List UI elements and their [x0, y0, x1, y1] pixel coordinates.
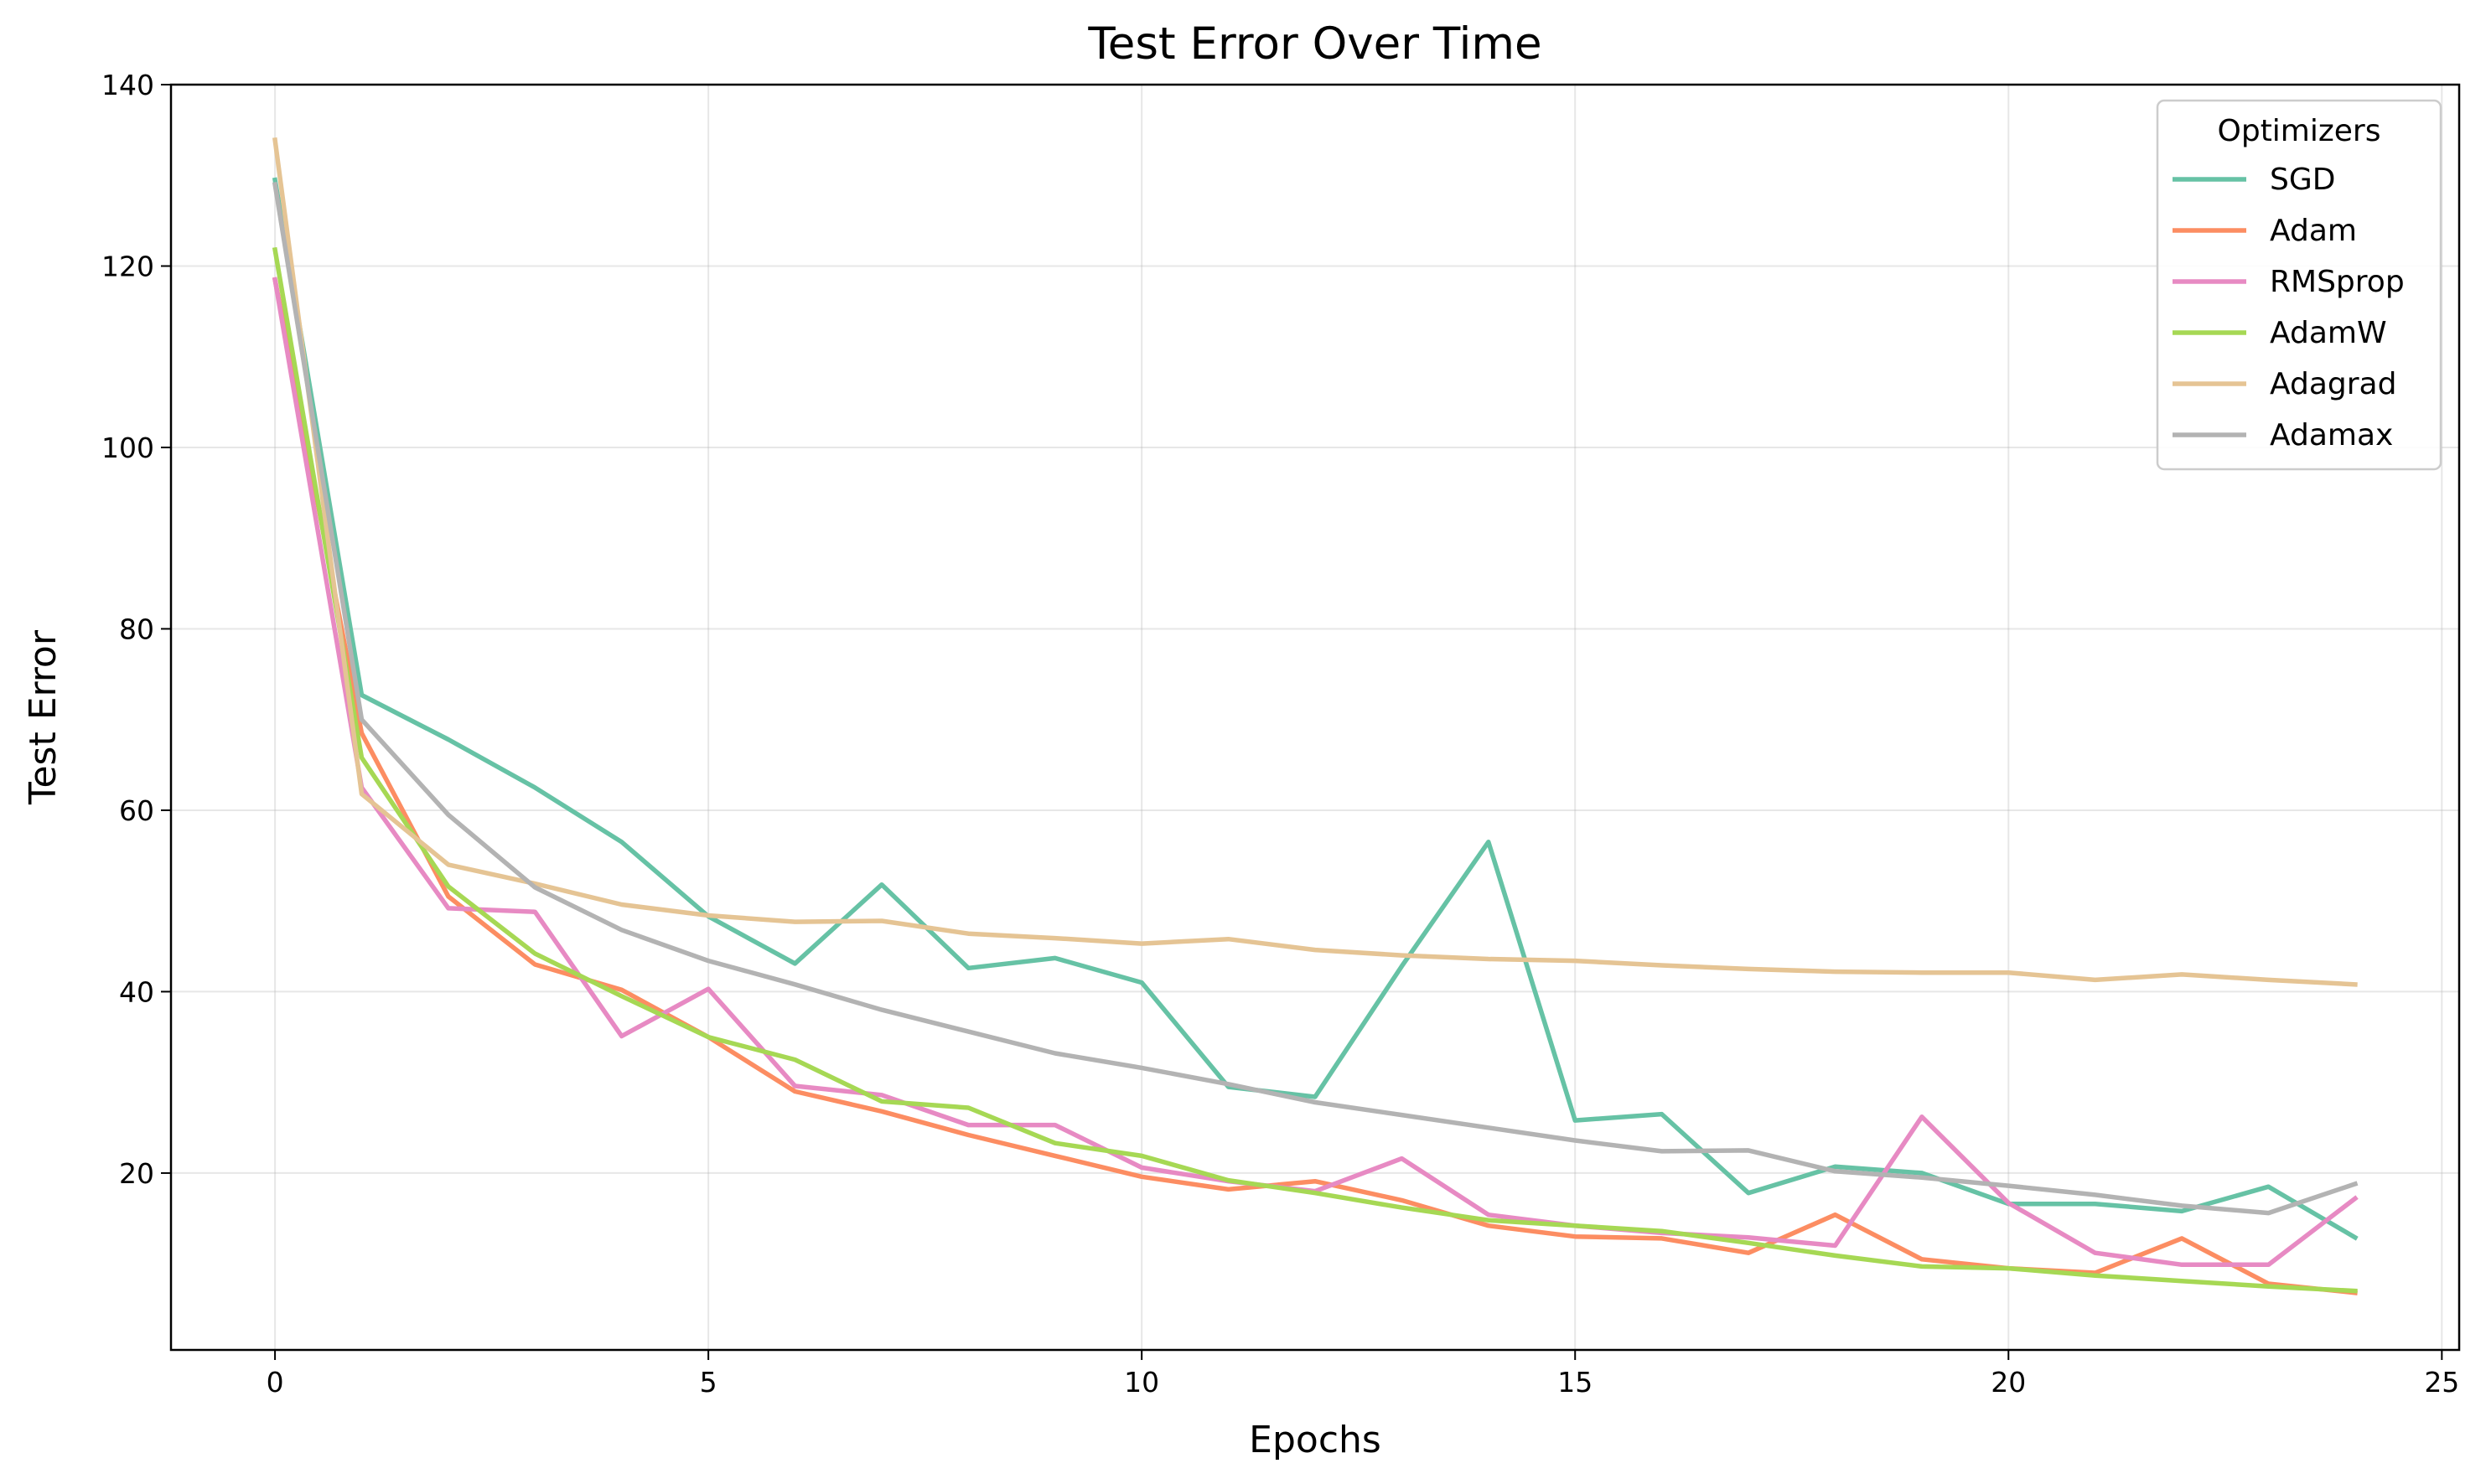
x-tick-label: 20 — [1991, 1366, 2026, 1399]
legend-item-adagrad: Adagrad — [2173, 367, 2396, 401]
y-tick-label: 40 — [119, 975, 154, 1008]
x-tick-label: 10 — [1124, 1366, 1159, 1399]
legend-item-adam: Adam — [2173, 214, 2357, 248]
plot-area-frame — [169, 83, 2461, 1352]
y-tick-label: 60 — [119, 794, 154, 827]
legend-label: RMSprop — [2270, 265, 2405, 299]
legend-label: Adamax — [2270, 418, 2393, 452]
legend-item-rmsprop: RMSprop — [2173, 265, 2405, 299]
legend-item-adamax: Adamax — [2173, 418, 2393, 452]
y-axis-label: Test Error — [22, 629, 65, 805]
x-tick-label: 5 — [700, 1366, 717, 1399]
series-line-adagrad — [272, 137, 2358, 987]
series-line-adamw — [272, 246, 2358, 1294]
y-axis-ticks: 20 40 60 80 100 120 140 — [101, 69, 171, 1190]
legend-title: Optimizers — [2218, 114, 2381, 148]
y-tick-label: 140 — [101, 69, 154, 101]
chart-title: Test Error Over Time — [1087, 18, 1541, 70]
y-tick-label: 100 — [101, 432, 154, 464]
legend-label: SGD — [2270, 163, 2335, 197]
x-axis-label: Epochs — [1249, 1419, 1381, 1461]
y-tick-label: 20 — [119, 1157, 154, 1190]
legend-item-adamw: AdamW — [2173, 316, 2387, 350]
x-tick-label: 0 — [267, 1366, 284, 1399]
legend-label: Adagrad — [2270, 367, 2396, 401]
y-tick-label: 120 — [101, 250, 154, 282]
x-tick-label: 25 — [2424, 1366, 2459, 1399]
legend-label: AdamW — [2270, 316, 2387, 350]
y-tick-label: 80 — [119, 613, 154, 645]
series-line-adamax — [272, 181, 2359, 1216]
legend-box — [2156, 99, 2442, 471]
legend: Optimizers SGD Adam RMSprop AdamW Adagrad Ada… — [2156, 99, 2442, 471]
legend-item-sgd: SGD — [2173, 163, 2335, 197]
legend-label: Adam — [2270, 214, 2357, 248]
x-axis-ticks: 0 5 10 15 20 25 — [267, 1350, 2459, 1399]
series-lines — [272, 137, 2359, 1295]
x-tick-label: 15 — [1557, 1366, 1593, 1399]
legend-items: SGD Adam RMSprop AdamW Adagrad Adamax — [2173, 163, 2405, 452]
